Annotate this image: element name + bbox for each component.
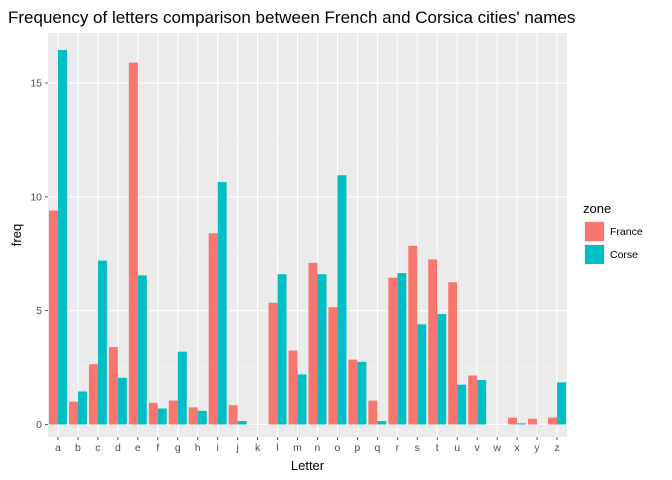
x-tick-label: r xyxy=(396,442,400,454)
bar-corse-z xyxy=(557,382,567,425)
bar-corse-c xyxy=(97,260,107,425)
legend-key-corse xyxy=(585,245,604,264)
legend-title: zone xyxy=(583,201,611,216)
x-tick-label: b xyxy=(75,442,81,454)
x-tick-label: a xyxy=(55,442,61,454)
bar-france-y xyxy=(528,418,538,425)
bar-france-o xyxy=(328,307,338,425)
bar-france-q xyxy=(368,400,378,425)
x-tick-label: g xyxy=(175,442,181,454)
bar-france-g xyxy=(168,400,178,425)
x-tick-label: q xyxy=(374,442,380,454)
chart-title: Frequency of letters comparison between … xyxy=(8,8,575,27)
bar-corse-o xyxy=(337,175,347,425)
bar-france-v xyxy=(468,375,478,425)
y-axis-title: freq xyxy=(9,224,24,246)
x-tick-label: o xyxy=(335,442,341,454)
bar-france-r xyxy=(388,277,398,425)
x-tick-label: k xyxy=(255,442,261,454)
x-tick-label: y xyxy=(534,442,540,454)
bar-corse-q xyxy=(377,421,387,425)
bar-corse-x xyxy=(517,423,527,425)
legend: zone France Corse xyxy=(583,201,643,265)
y-tick-label: 0 xyxy=(36,419,42,431)
legend-label-corse: Corse xyxy=(610,249,638,261)
bar-corse-e xyxy=(137,275,147,425)
x-tick-label: l xyxy=(276,442,278,454)
x-tick-label: j xyxy=(235,442,238,454)
x-tick-label: i xyxy=(217,442,219,454)
bar-france-e xyxy=(128,62,138,425)
bar-corse-s xyxy=(417,324,427,425)
bar-france-a xyxy=(48,210,58,425)
x-tick-label: u xyxy=(454,442,460,454)
legend-label-france: France xyxy=(610,226,643,238)
bar-corse-r xyxy=(397,273,407,425)
x-tick-label: n xyxy=(315,442,321,454)
y-tick-label: 5 xyxy=(36,305,42,317)
y-axis-ticks: 0 5 10 15 xyxy=(30,78,48,431)
bar-corse-d xyxy=(117,377,127,425)
x-tick-label: z xyxy=(554,442,559,454)
bar-corse-f xyxy=(157,408,167,425)
bar-france-j xyxy=(228,405,238,425)
bar-france-b xyxy=(68,401,78,425)
bar-corse-g xyxy=(177,351,187,425)
bar-france-d xyxy=(108,347,118,425)
bar-france-t xyxy=(428,259,438,425)
bar-corse-h xyxy=(197,410,207,425)
bar-corse-t xyxy=(437,314,447,425)
x-tick-label: v xyxy=(475,442,481,454)
bar-france-n xyxy=(308,262,318,425)
bar-corse-n xyxy=(317,274,327,425)
bars xyxy=(48,50,567,425)
bar-corse-v xyxy=(477,380,487,425)
bar-france-c xyxy=(88,364,98,425)
bar-corse-b xyxy=(77,391,87,425)
x-tick-label: w xyxy=(492,442,501,454)
bar-corse-i xyxy=(217,182,227,425)
bar-corse-j xyxy=(237,421,247,425)
x-tick-label: t xyxy=(436,442,439,454)
x-tick-label: c xyxy=(95,442,100,454)
bar-france-z xyxy=(548,417,558,425)
x-tick-label: d xyxy=(115,442,121,454)
bar-france-i xyxy=(208,233,218,425)
bar-france-p xyxy=(348,359,358,425)
bar-france-f xyxy=(148,402,158,425)
legend-key-france xyxy=(585,222,604,241)
bar-france-x xyxy=(508,417,518,425)
bar-france-m xyxy=(288,350,298,425)
bar-france-s xyxy=(408,245,418,425)
x-tick-label: f xyxy=(156,442,159,454)
y-tick-label: 15 xyxy=(30,78,42,90)
x-tick-label: p xyxy=(354,442,360,454)
x-tick-label: s xyxy=(415,442,420,454)
x-axis-title: Letter xyxy=(291,458,325,473)
x-tick-label: x xyxy=(514,442,520,454)
x-tick-label: h xyxy=(195,442,201,454)
bar-france-l xyxy=(268,302,278,425)
x-tick-label: e xyxy=(135,442,141,454)
bar-france-h xyxy=(188,407,198,425)
bar-corse-l xyxy=(277,274,287,425)
x-tick-label: m xyxy=(293,442,302,454)
plot-panel xyxy=(48,33,567,437)
bar-corse-p xyxy=(357,361,367,425)
bar-france-u xyxy=(448,282,458,425)
bar-corse-u xyxy=(457,384,467,425)
bar-corse-a xyxy=(57,50,67,425)
y-tick-label: 10 xyxy=(30,191,42,203)
bar-corse-m xyxy=(297,374,307,425)
